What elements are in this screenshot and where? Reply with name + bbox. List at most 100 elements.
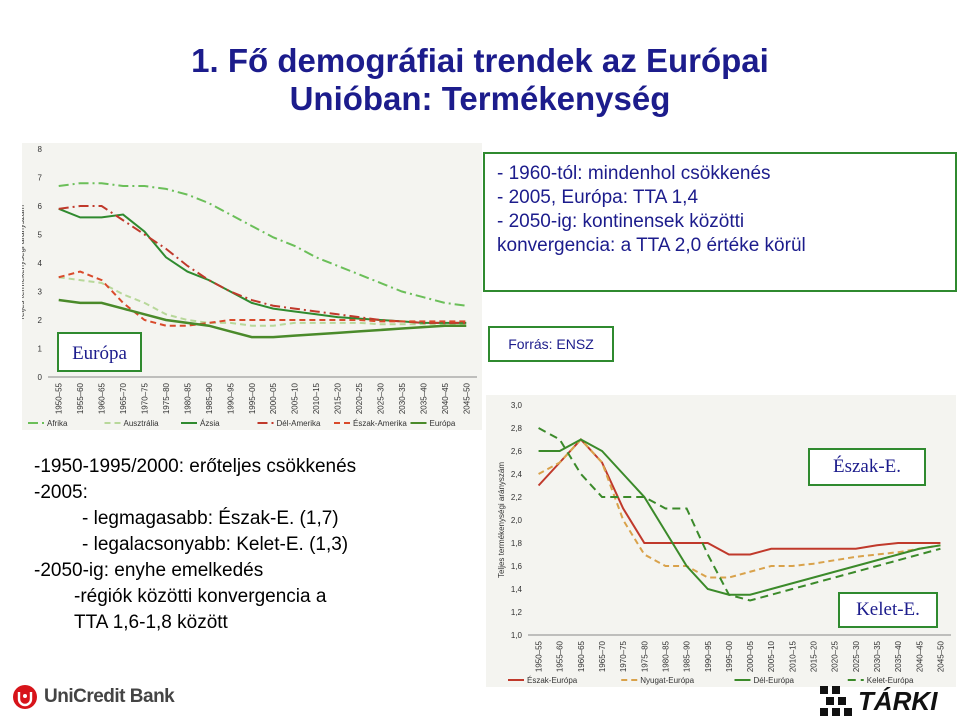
- x-tick-label: 1975–80: [640, 640, 649, 672]
- y-axis-label: Teljes termékenységi arányszám: [497, 462, 506, 578]
- summary-line: - 1960-tól: mindenhol csökkenés: [497, 163, 771, 184]
- unicredit-logo-icon: [13, 685, 37, 709]
- y-tick-label: 3,0: [511, 401, 523, 410]
- continent-fertility-svg: 0 1 2 3 4 5 6 7 8 Teljes termékenységi arányszám 1…: [17, 145, 477, 428]
- summary-line: - 2005, Európa: TTA 1,4: [497, 187, 699, 208]
- x-tick-label: 1960–65: [98, 382, 107, 414]
- x-tick-label: 1970–75: [619, 640, 628, 672]
- y-tick-label: 2,2: [511, 493, 523, 502]
- tarki-logo-text: TÁRKI: [858, 685, 938, 716]
- x-tick-label: 1965–70: [598, 640, 607, 672]
- x-tick-label: 2030–35: [873, 640, 882, 672]
- summary-line: -1950-1995/2000: erőteljes csökkenés: [34, 456, 357, 477]
- legend-label: Kelet-Európa: [867, 676, 914, 685]
- y-tick-label: 5: [38, 231, 43, 240]
- legend-label: Észak-Európa: [527, 676, 578, 685]
- series-line: [58, 270, 467, 327]
- y-tick-label: 0: [38, 373, 43, 382]
- y-tick-label: 7: [38, 174, 43, 183]
- legend-label: Dél-Európa: [754, 676, 795, 685]
- legend-label: Dél-Amerika: [277, 419, 322, 428]
- x-tick-label: 2015–20: [810, 640, 819, 672]
- x-tick-label: 2005–10: [291, 382, 300, 414]
- y-tick-label: 1,2: [511, 608, 523, 617]
- x-tick-label: 1975–80: [162, 382, 171, 414]
- eszak-europa-callout: Észak-E.: [808, 448, 926, 486]
- x-tick-label: 2005–10: [767, 640, 776, 672]
- x-tick-label: 2035–40: [894, 640, 903, 672]
- summary-line: konvergencia: a TTA 2,0 értéke körül: [497, 235, 806, 256]
- tarki-logo-icon: [820, 686, 852, 716]
- x-tick-label: 1985–90: [205, 382, 214, 414]
- x-tick-label: 1970–75: [141, 382, 150, 414]
- y-tick-label: 8: [38, 145, 43, 154]
- y-tick-label: 1,4: [511, 585, 523, 594]
- x-tick-label: 1990–95: [226, 382, 235, 414]
- summary-line: -2005:: [34, 482, 88, 503]
- unicredit-logo: UniCredit Bank: [12, 680, 175, 714]
- title-line-2: Unióban: Termékenység: [289, 80, 671, 117]
- europe-regions-fertility-chart: 1,0 1,2 1,4 1,6 1,8 2,0 2,2 2,4 2,6 2,8 3,0 Teljes …: [486, 395, 956, 687]
- continent-fertility-chart: 0 1 2 3 4 5 6 7 8 Teljes termékenységi arányszám 1…: [17, 143, 482, 430]
- x-tick-label: 1955–60: [76, 382, 85, 414]
- title-line-1: 1. Fő demográfiai trendek az Európai: [191, 42, 769, 79]
- x-tick-label: 2010–15: [312, 382, 321, 414]
- series-line: [538, 438, 941, 596]
- y-tick-label: 1: [38, 345, 43, 354]
- legend-label: Észak-Amerika: [353, 419, 407, 428]
- series-line: [58, 207, 467, 324]
- summary-line: - legalacsonyabb: Kelet-E. (1,3): [82, 534, 349, 555]
- x-tick-label: 2015–20: [334, 382, 343, 414]
- europe-regions-fertility-svg: 1,0 1,2 1,4 1,6 1,8 2,0 2,2 2,4 2,6 2,8 3,0 Teljes …: [497, 401, 951, 685]
- summary-line: -2050-ig: enyhe emelkedés: [34, 560, 264, 581]
- series-line: [58, 205, 467, 324]
- series-line: [58, 276, 467, 327]
- x-tick-label: 2025–30: [376, 382, 385, 414]
- x-tick-label: 1995–00: [248, 382, 257, 414]
- summary-line: - 2050-ig: kontinensek közötti: [497, 211, 745, 232]
- series-line: [58, 298, 467, 339]
- x-tick-label: 1980–85: [661, 640, 670, 672]
- y-tick-label: 2,8: [511, 424, 523, 433]
- series-line: [538, 438, 941, 579]
- y-tick-label: 4: [38, 259, 43, 268]
- x-tick-label: 1980–85: [183, 382, 192, 414]
- x-tick-label: 2000–05: [269, 382, 278, 414]
- kelet-europa-callout: Kelet-E.: [838, 592, 938, 628]
- summary-line: -régiók közötti konvergencia a: [74, 586, 327, 607]
- x-tick-label: 2020–25: [831, 640, 840, 672]
- legend-label: Nyugat-Európa: [640, 676, 694, 685]
- x-tick-label: 1985–90: [683, 640, 692, 672]
- y-axis-label: Teljes termékenységi arányszám: [22, 205, 26, 321]
- y-tick-label: 2,6: [511, 447, 523, 456]
- series-line: [538, 427, 941, 602]
- x-tick-label: 1960–65: [577, 640, 586, 672]
- x-tick-label: 2035–40: [419, 382, 428, 414]
- legend-label: Afrika: [47, 419, 68, 428]
- x-tick-label: 1950–55: [55, 382, 64, 414]
- summary-line: TTA 1,6-1,8 között: [74, 612, 228, 633]
- y-tick-label: 6: [38, 202, 43, 211]
- x-tick-label: 2030–35: [398, 382, 407, 414]
- legend-label: Ausztrália: [124, 419, 160, 428]
- x-tick-label: 2025–30: [852, 640, 861, 672]
- x-tick-label: 2000–05: [746, 640, 755, 672]
- x-tick-label: 2045–50: [936, 640, 945, 672]
- x-tick-label: 1965–70: [119, 382, 128, 414]
- unicredit-logo-text: UniCredit Bank: [44, 686, 175, 707]
- x-tick-label: 1990–95: [704, 640, 713, 672]
- legend-label: Ázsia: [200, 419, 220, 428]
- series-line: [58, 182, 467, 307]
- source-label: Forrás: ENSZ: [488, 326, 614, 362]
- summary-box-bottom: -1950-1995/2000: erőteljes csökkenés -20…: [22, 440, 472, 650]
- x-tick-label: 2045–50: [462, 382, 471, 414]
- y-tick-label: 2,0: [511, 516, 523, 525]
- y-tick-label: 2: [38, 316, 43, 325]
- x-tick-label: 2040–45: [915, 640, 924, 672]
- y-tick-label: 1,8: [511, 539, 523, 548]
- summary-box-top: - 1960-tól: mindenhol csökkenés - 2005, …: [483, 152, 957, 292]
- europa-callout: Európa: [57, 332, 142, 372]
- page-title: 1. Fő demográfiai trendek az Európai Uni…: [0, 42, 960, 118]
- x-tick-label: 2010–15: [788, 640, 797, 672]
- x-tick-label: 1950–55: [535, 640, 544, 672]
